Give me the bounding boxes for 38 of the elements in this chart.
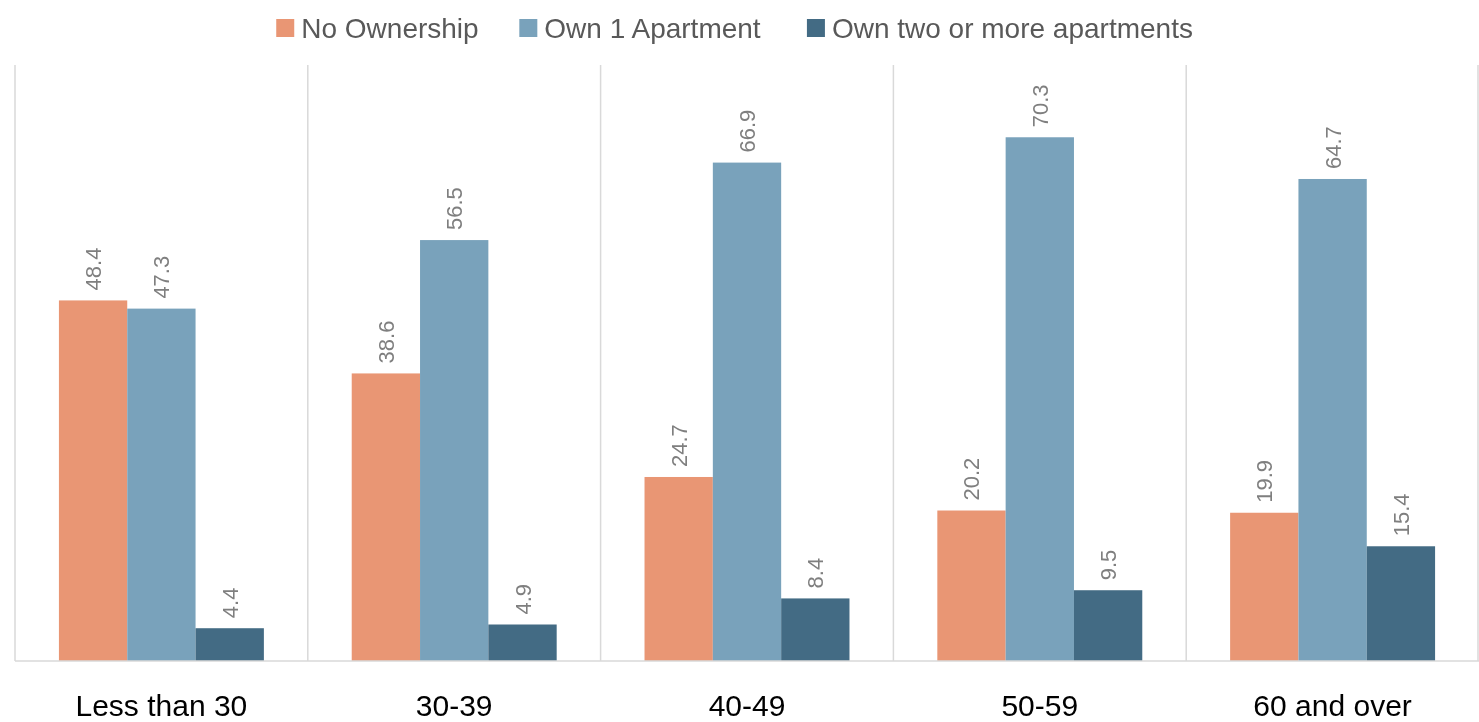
data-label: 15.4	[1388, 493, 1414, 537]
bar	[127, 308, 196, 661]
data-label: 70.3	[1027, 84, 1053, 128]
x-tick-label: 60 and over	[1253, 689, 1412, 722]
bar	[488, 624, 557, 661]
data-label: 24.7	[666, 424, 692, 467]
x-tick-label: 40-49	[708, 689, 786, 722]
bar	[937, 510, 1006, 661]
bar	[1005, 137, 1074, 661]
data-label: 48.4	[81, 247, 107, 291]
x-tick-label: 30-39	[415, 689, 493, 722]
legend-label: No Ownership	[301, 13, 479, 44]
bar	[420, 240, 489, 661]
bar	[1073, 590, 1143, 661]
bar	[644, 476, 713, 661]
bar	[195, 628, 264, 661]
data-label: 64.7	[1320, 126, 1346, 169]
bar	[1230, 512, 1299, 661]
bar	[712, 162, 782, 661]
bar	[1298, 178, 1367, 661]
legend-label: Own 1 Apartment	[544, 13, 761, 44]
data-label: 19.9	[1252, 459, 1278, 503]
bar	[781, 598, 850, 661]
x-tick-label: Less than 30	[75, 689, 248, 722]
bar	[58, 300, 128, 661]
data-label: 47.3	[149, 255, 175, 299]
data-label: 66.9	[735, 109, 760, 153]
data-label: 4.9	[510, 583, 536, 615]
data-label: 4.4	[217, 587, 243, 619]
data-label: 38.6	[373, 320, 399, 364]
data-label: 20.2	[959, 457, 985, 501]
bar	[1366, 546, 1436, 661]
data-label: 9.5	[1096, 549, 1122, 581]
legend-label: Own two or more apartments	[831, 13, 1193, 44]
data-label: 56.5	[442, 187, 468, 231]
bar	[351, 373, 421, 661]
data-label: 8.4	[803, 557, 829, 589]
x-tick-label: 50-59	[1001, 689, 1079, 722]
